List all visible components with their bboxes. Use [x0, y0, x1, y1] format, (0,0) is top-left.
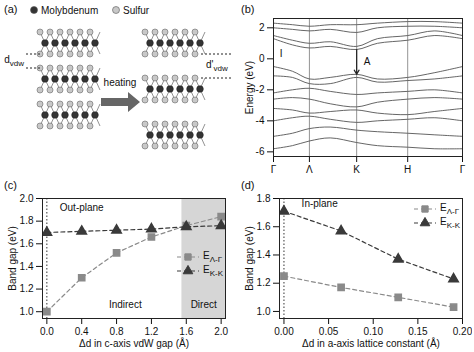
- svg-text:Sulfur: Sulfur: [123, 5, 150, 16]
- svg-text:2.0: 2.0: [214, 326, 228, 337]
- svg-text:0.20: 0.20: [453, 326, 472, 337]
- svg-text:1.8: 1.8: [20, 215, 34, 226]
- svg-text:0: 0: [259, 53, 265, 64]
- svg-text:d'vdw: d'vdw: [206, 59, 228, 73]
- svg-text:Γ: Γ: [271, 164, 277, 174]
- svg-text:1.6: 1.6: [20, 238, 34, 249]
- svg-text:1.2: 1.2: [20, 283, 34, 294]
- svg-text:0.15: 0.15: [408, 326, 428, 337]
- svg-text:2: 2: [259, 22, 265, 33]
- html-text:(d): (d): [241, 179, 255, 191]
- svg-text:0.0: 0.0: [40, 326, 54, 337]
- html-text:(a): (a): [4, 3, 18, 15]
- svg-text:0.8: 0.8: [110, 326, 124, 337]
- svg-text:1.0: 1.0: [20, 306, 34, 317]
- svg-text:Band gap (eV): Band gap (eV): [7, 226, 18, 291]
- svg-text:I: I: [280, 48, 283, 59]
- svg-text:1.2: 1.2: [144, 326, 158, 337]
- svg-text:0.05: 0.05: [319, 326, 339, 337]
- svg-text:0.4: 0.4: [75, 326, 89, 337]
- svg-text:K: K: [353, 164, 360, 174]
- svg-text:1.2: 1.2: [257, 277, 271, 288]
- svg-text:Direct: Direct: [191, 299, 217, 310]
- svg-text:0.00: 0.00: [274, 326, 294, 337]
- svg-text:Out-plane: Out-plane: [60, 202, 104, 213]
- svg-text:Energy (eV): Energy (eV): [244, 61, 255, 114]
- svg-text:1.4: 1.4: [257, 249, 271, 260]
- html-text:EΛ-Γ: EΛ-Γ: [203, 249, 223, 264]
- html-text:EK-K: EK-K: [440, 215, 460, 230]
- svg-text:-6: -6: [256, 146, 265, 157]
- svg-text:Λ: Λ: [306, 164, 313, 174]
- svg-text:-2: -2: [256, 84, 265, 95]
- svg-text:In-plane: In-plane: [302, 198, 339, 209]
- svg-text:Δd in c-axis vdW gap (Å): Δd in c-axis vdW gap (Å): [79, 337, 189, 349]
- svg-text:Indirect: Indirect: [109, 299, 142, 310]
- svg-text:Molybdenum: Molybdenum: [41, 5, 98, 16]
- svg-text:0.10: 0.10: [363, 326, 383, 337]
- html-text:(c): (c): [4, 179, 17, 191]
- svg-text:dvdw: dvdw: [4, 54, 24, 68]
- svg-text:-4: -4: [256, 115, 265, 126]
- svg-text:2.0: 2.0: [20, 193, 34, 204]
- svg-text:H: H: [404, 164, 411, 174]
- svg-text:1.6: 1.6: [257, 221, 271, 232]
- svg-text:1.0: 1.0: [257, 306, 271, 317]
- svg-text:A: A: [364, 56, 371, 67]
- html-text:EΛ-Γ: EΛ-Γ: [440, 201, 460, 216]
- svg-text:1.4: 1.4: [20, 261, 34, 272]
- svg-text:heating: heating: [104, 77, 137, 88]
- html-text:EK-K: EK-K: [203, 263, 223, 278]
- svg-text:1.8: 1.8: [257, 193, 271, 204]
- svg-text:Band gap (eV): Band gap (eV): [244, 226, 255, 291]
- html-text:(b): (b): [241, 3, 255, 15]
- svg-text:Δd in a-axis lattice constant: Δd in a-axis lattice constant (Å): [302, 337, 440, 349]
- svg-text:Γ: Γ: [460, 164, 466, 174]
- svg-text:1.6: 1.6: [179, 326, 193, 337]
